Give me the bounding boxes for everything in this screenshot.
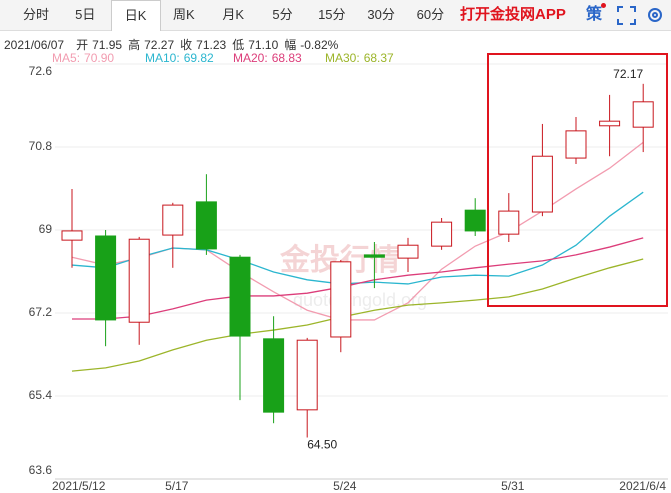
x-tick-label: 5/24 bbox=[333, 479, 357, 493]
candle-body bbox=[565, 130, 587, 159]
candle-body bbox=[195, 201, 217, 250]
candle-body bbox=[531, 155, 553, 213]
tab[interactable]: 60分 bbox=[416, 7, 445, 22]
candle-body bbox=[128, 238, 150, 323]
candle-body bbox=[330, 261, 352, 338]
legend-value: 70.90 bbox=[84, 51, 115, 65]
legend-separator: : bbox=[356, 51, 360, 65]
min-label: 64.50 bbox=[307, 438, 337, 452]
candle-body bbox=[61, 230, 83, 241]
candle-body bbox=[229, 256, 251, 337]
settings-icon[interactable] bbox=[648, 8, 662, 22]
candle-body bbox=[397, 244, 419, 259]
legend-value: 68.83 bbox=[271, 51, 302, 65]
candle-body bbox=[162, 204, 184, 236]
x-tick-label: 2021/5/12 bbox=[52, 479, 106, 493]
candle-body bbox=[263, 338, 285, 413]
y-tick-label: 63.6 bbox=[29, 463, 53, 477]
tab[interactable]: 日K bbox=[110, 0, 161, 31]
tab[interactable]: 15分 bbox=[318, 7, 346, 22]
fullscreen-icon[interactable] bbox=[617, 6, 636, 25]
toolbar: 打开金投网APP 策 分时 5日 日K 周K 月K 5分 15分 30分 60分 bbox=[0, 0, 671, 31]
legend-item: MA30: 68.37 bbox=[325, 51, 394, 65]
x-tick-label: 2021/6/4 bbox=[619, 479, 666, 493]
x-tick-label: 5/17 bbox=[165, 479, 189, 493]
tab[interactable]: 周K bbox=[173, 7, 195, 22]
info-date: 2021/06/07 bbox=[4, 38, 65, 52]
info-value: -0.82% bbox=[300, 38, 339, 52]
tab[interactable]: 5分 bbox=[272, 7, 293, 22]
legend-name: MA30 bbox=[325, 51, 357, 65]
legend-separator: : bbox=[264, 51, 268, 65]
tab[interactable]: 月K bbox=[222, 7, 245, 22]
notification-dot bbox=[601, 3, 606, 8]
y-tick-label: 65.4 bbox=[29, 388, 53, 402]
info-label: 收 bbox=[180, 38, 193, 52]
strategy-button[interactable]: 策 bbox=[586, 6, 603, 23]
legend-item: MA20: 68.83 bbox=[233, 51, 302, 65]
tab[interactable]: 5日 bbox=[75, 7, 96, 22]
legend-item: MA10: 69.82 bbox=[145, 51, 214, 65]
legend-name: MA10 bbox=[145, 51, 177, 65]
legend-separator: : bbox=[76, 51, 81, 65]
y-tick-label: 70.8 bbox=[29, 139, 53, 153]
candle-body bbox=[464, 209, 486, 232]
candle-body bbox=[95, 235, 117, 321]
ma-line bbox=[71, 258, 644, 372]
candle-body bbox=[498, 210, 520, 235]
info-label: 高 bbox=[128, 38, 141, 52]
y-tick-label: 72.6 bbox=[29, 64, 53, 78]
legend-name: MA20 bbox=[233, 51, 265, 65]
info-line: 2021/06/07 开 71.95 高 72.27 收 71.23 低 71.10 幅 -0.82… bbox=[4, 36, 338, 53]
info-value: 71.10 bbox=[248, 38, 279, 52]
info-value: 72.27 bbox=[144, 38, 175, 52]
tab[interactable]: 30分 bbox=[367, 7, 395, 22]
x-tick-label: 5/31 bbox=[501, 479, 525, 493]
candle-body bbox=[431, 221, 453, 247]
candle-body bbox=[296, 339, 318, 411]
info-label: 开 bbox=[76, 38, 89, 52]
max-label: 72.17 bbox=[613, 67, 643, 81]
highlight-box bbox=[487, 53, 668, 307]
info-label: 幅 bbox=[284, 38, 297, 52]
y-tick-label: 69 bbox=[39, 222, 53, 236]
info-label: 低 bbox=[232, 38, 245, 52]
legend-value: 69.82 bbox=[183, 51, 214, 65]
y-tick-label: 67.2 bbox=[29, 305, 53, 319]
candle-body bbox=[599, 120, 621, 127]
info-value: 71.23 bbox=[196, 38, 227, 52]
candle-body bbox=[363, 254, 385, 258]
legend-item: MA5: 70.90 bbox=[52, 51, 114, 65]
tab[interactable]: 分时 bbox=[22, 7, 49, 22]
ma-line bbox=[72, 237, 644, 320]
info-value: 71.95 bbox=[92, 38, 123, 52]
candle-body bbox=[632, 101, 654, 128]
watermark-url: quote.cngold.org bbox=[293, 290, 427, 310]
app-link[interactable]: 打开金投网APP bbox=[460, 6, 566, 23]
legend-separator: : bbox=[176, 51, 180, 65]
toolbar-icons bbox=[617, 6, 662, 25]
legend-name: MA5 bbox=[52, 51, 77, 65]
legend-value: 68.37 bbox=[363, 51, 394, 65]
